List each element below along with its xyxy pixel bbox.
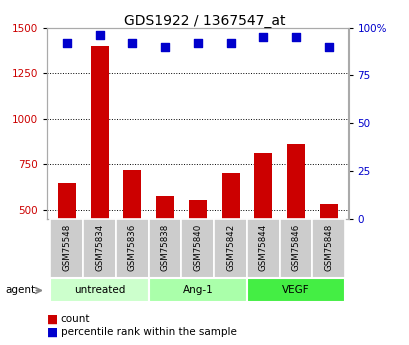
Bar [148,278,246,302]
Bar [246,278,344,302]
Text: GSM75842: GSM75842 [225,224,234,271]
Text: GDS1922 / 1367547_at: GDS1922 / 1367547_at [124,14,285,28]
Text: GSM75846: GSM75846 [291,224,300,271]
Bar [246,219,279,278]
Text: GSM75848: GSM75848 [324,224,333,271]
Bar [189,200,206,219]
Bar [181,219,213,278]
Bar [156,196,174,219]
Text: GSM75844: GSM75844 [258,224,267,271]
Bar [116,219,148,278]
Text: ■: ■ [47,313,58,326]
Bar [213,219,246,278]
Text: VEGF: VEGF [281,285,309,295]
Text: Ang-1: Ang-1 [182,285,213,295]
Text: agent: agent [5,286,35,295]
Bar [58,183,76,219]
Text: percentile rank within the sample: percentile rank within the sample [61,327,236,337]
Point [96,32,103,38]
Point [63,40,70,46]
Point [292,34,299,40]
Point [129,40,135,46]
Bar [254,154,272,219]
Bar [50,219,83,278]
Text: GSM75548: GSM75548 [62,224,71,271]
Point [162,44,168,49]
Point [227,40,233,46]
Bar [279,219,312,278]
Text: count: count [61,314,90,324]
Bar [123,170,141,219]
Point [194,40,201,46]
Text: GSM75836: GSM75836 [128,224,137,271]
Text: GSM75838: GSM75838 [160,224,169,271]
Bar [83,219,116,278]
Bar [90,46,108,219]
Bar [221,174,239,219]
Text: ■: ■ [47,325,58,338]
Text: GSM75834: GSM75834 [95,224,104,271]
Bar [312,219,344,278]
Bar [286,144,304,219]
Text: GSM75840: GSM75840 [193,224,202,271]
Bar [148,219,181,278]
Point [259,34,266,40]
Text: untreated: untreated [74,285,125,295]
Bar [319,205,337,219]
Bar [50,278,148,302]
Point [325,44,331,49]
